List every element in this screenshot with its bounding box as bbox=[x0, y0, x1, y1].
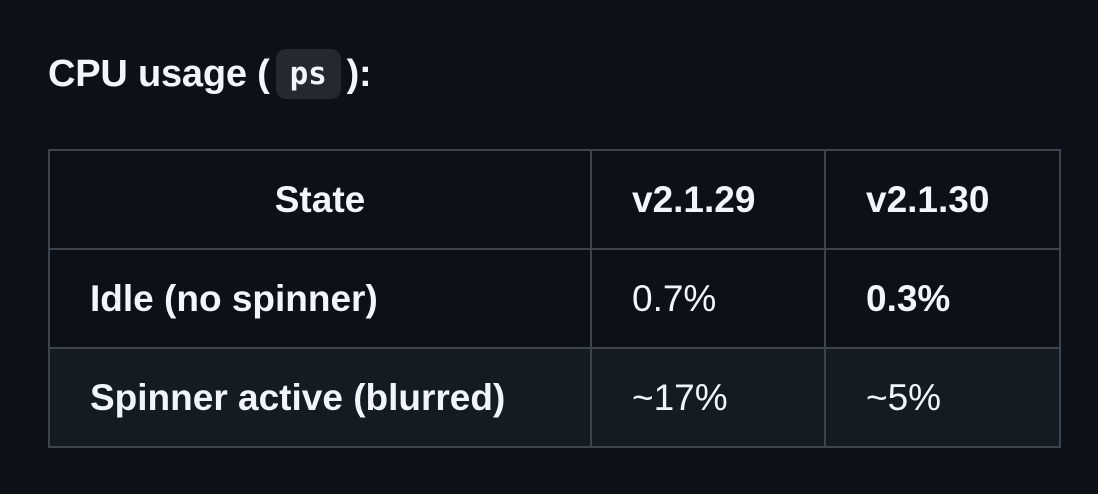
table-header-row: State v2.1.29 v2.1.30 bbox=[48, 149, 1061, 250]
header-v2-1-30: v2.1.30 bbox=[824, 149, 1061, 250]
table-row: Spinner active (blurred) ~17% ~5% bbox=[48, 347, 1061, 448]
cell-v2-1-29: 0.7% bbox=[590, 248, 826, 349]
table-row: Idle (no spinner) 0.7% 0.3% bbox=[48, 248, 1061, 349]
header-v2-1-29: v2.1.29 bbox=[590, 149, 826, 250]
heading-text: CPU usage ( bbox=[48, 52, 270, 95]
cell-state: Spinner active (blurred) bbox=[48, 347, 592, 448]
inline-code: ps bbox=[275, 49, 341, 99]
section-heading: CPU usage ( ps ): bbox=[48, 44, 372, 104]
heading-suffix: ): bbox=[346, 52, 372, 95]
cell-v2-1-29: ~17% bbox=[590, 347, 826, 448]
header-state: State bbox=[48, 149, 592, 250]
cpu-usage-table: State v2.1.29 v2.1.30 Idle (no spinner) … bbox=[48, 149, 1061, 448]
cell-v2-1-30: 0.3% bbox=[824, 248, 1061, 349]
cell-v2-1-30: ~5% bbox=[824, 347, 1061, 448]
cell-state: Idle (no spinner) bbox=[48, 248, 592, 349]
